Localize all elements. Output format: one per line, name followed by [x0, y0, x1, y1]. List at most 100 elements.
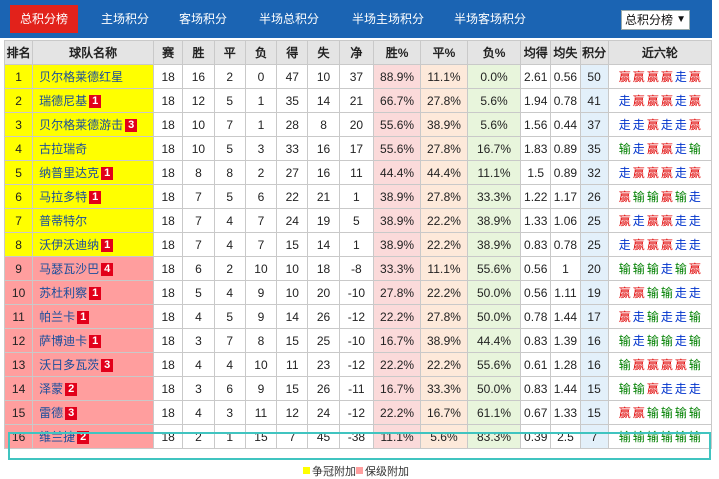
rank-cell: 11: [3, 304, 34, 329]
team-cell: 瑞德尼基 1: [32, 88, 155, 113]
team-name-link[interactable]: 纳普里达克: [39, 166, 100, 180]
recent-result: 赢: [660, 190, 673, 204]
recent-result: 赢: [646, 238, 659, 252]
recent-result: 赢: [632, 286, 645, 300]
recent-result: 赢: [646, 70, 659, 84]
recent-result: 输: [646, 310, 659, 324]
recent-result: 输: [660, 430, 673, 444]
avg-against-cell: 1.17: [550, 184, 581, 209]
recent-result: 输: [688, 358, 701, 372]
avg-for-cell: 1.33: [520, 208, 552, 233]
avg-for-cell: 1.56: [520, 112, 552, 137]
badge: 1: [101, 167, 114, 180]
rank-cell: 12: [3, 328, 34, 353]
loss-pct-cell: 11.1%: [466, 160, 522, 185]
goal-diff-cell: 1: [338, 184, 375, 209]
recent-result: 走: [618, 94, 631, 108]
draw-pct-cell: 38.9%: [420, 328, 468, 353]
recent-result: 赢: [618, 406, 631, 420]
win-pct-cell: 16.7%: [373, 328, 422, 353]
badge: 1: [89, 335, 102, 348]
goal-diff-cell: -10: [338, 280, 375, 305]
team-name-link[interactable]: 马瑟瓦沙巴: [39, 262, 100, 276]
team-name-link[interactable]: 帕兰卡: [39, 310, 76, 324]
recent-result: 输: [632, 262, 645, 276]
table-row: 6 马拉多特 1 18 7 5 6 22 21 1 38.9% 27.8% 33.3% 1.22 1.17 2…: [3, 184, 713, 209]
played-cell: 18: [153, 352, 184, 377]
recent-form-cell: 走赢赢赢走赢: [607, 160, 713, 185]
team-name-link[interactable]: 萨博迪卡: [39, 334, 88, 348]
team-name-link[interactable]: 苏杜利察: [39, 286, 88, 300]
recent-form-cell: 走赢赢赢走走: [607, 232, 713, 257]
recent-result: 输: [674, 430, 687, 444]
team-name-link[interactable]: 瑞德尼基: [39, 94, 88, 108]
tab-halftime-total[interactable]: 半场总积分: [258, 12, 319, 26]
tab-halftime-home[interactable]: 半场主场积分: [351, 12, 424, 26]
loss-pct-cell: 55.6%: [466, 256, 522, 281]
points-cell: 16: [579, 352, 609, 377]
losses-cell: 15: [244, 424, 278, 449]
team-name-link[interactable]: 雷德: [39, 406, 64, 420]
team-name-link[interactable]: 古拉瑞奇: [39, 142, 88, 156]
recent-result: 输: [618, 430, 631, 444]
col-header-win-pct: 胜%: [373, 40, 422, 65]
badge: 2: [65, 383, 78, 396]
col-header-recent-six: 近六轮: [607, 40, 713, 65]
team-name-link[interactable]: 沃伊沃迪纳: [39, 238, 100, 252]
draw-pct-cell: 22.2%: [420, 208, 468, 233]
loss-pct-cell: 0.0%: [466, 64, 522, 89]
tab-away-standings[interactable]: 客场积分: [178, 12, 227, 26]
standings-type-select[interactable]: 总积分榜 ▼: [621, 10, 690, 30]
team-name-link[interactable]: 维兰捷: [39, 430, 76, 444]
recent-result: 赢: [646, 142, 659, 156]
tab-total-standings[interactable]: 总积分榜: [10, 5, 78, 33]
loss-pct-cell: 38.9%: [466, 232, 522, 257]
col-header-goal-diff: 净: [338, 40, 375, 65]
recent-result: 赢: [688, 262, 701, 276]
recent-result: 走: [632, 142, 645, 156]
recent-result: 输: [646, 430, 659, 444]
team-name-link[interactable]: 普蒂特尔: [39, 214, 88, 228]
played-cell: 18: [153, 64, 184, 89]
goals-against-cell: 18: [307, 256, 340, 281]
recent-result: 输: [632, 430, 645, 444]
team-name-link[interactable]: 贝尔格莱德红星: [39, 70, 124, 84]
recent-result: 输: [646, 190, 659, 204]
recent-result: 走: [632, 214, 645, 228]
recent-result: 赢: [632, 238, 645, 252]
loss-pct-cell: 5.6%: [466, 88, 522, 113]
table-row: 16 维兰捷 2 18 2 1 15 7 45 -38 11.1% 5.6% 83.3% 0.39 2.5 7…: [3, 424, 713, 449]
table-row: 14 泽蒙 2 18 3 6 9 15 26 -11 16.7% 33.3% 50.0% 0.83 1.44…: [3, 376, 713, 401]
badge: 1: [89, 287, 102, 300]
recent-result: 输: [646, 262, 659, 276]
legend-swatch: [356, 467, 363, 474]
avg-for-cell: 0.56: [520, 280, 552, 305]
wins-cell: 6: [182, 256, 215, 281]
team-name-link[interactable]: 贝尔格莱德游击: [39, 118, 124, 132]
goal-diff-cell: 1: [338, 232, 375, 257]
recent-result: 输: [660, 334, 673, 348]
avg-against-cell: 1.33: [550, 400, 581, 425]
tab-home-standings[interactable]: 主场积分: [100, 12, 149, 26]
avg-for-cell: 0.61: [520, 352, 552, 377]
avg-against-cell: 0.56: [550, 64, 581, 89]
goals-against-cell: 10: [307, 64, 340, 89]
losses-cell: 6: [244, 184, 278, 209]
avg-against-cell: 0.89: [550, 160, 581, 185]
recent-result: 赢: [618, 310, 631, 324]
recent-result: 输: [674, 190, 687, 204]
team-name-link[interactable]: 沃日多瓦茨: [39, 358, 100, 372]
team-name-link[interactable]: 马拉多特: [39, 190, 88, 204]
team-cell: 贝尔格莱德游击 3: [32, 112, 155, 137]
loss-pct-cell: 61.1%: [466, 400, 522, 425]
win-pct-cell: 66.7%: [373, 88, 422, 113]
team-name-link[interactable]: 泽蒙: [39, 382, 64, 396]
recent-result: 走: [674, 286, 687, 300]
wins-cell: 7: [182, 184, 215, 209]
tab-halftime-away[interactable]: 半场客场积分: [453, 12, 526, 26]
recent-result: 赢: [646, 166, 659, 180]
losses-cell: 10: [244, 352, 278, 377]
wins-cell: 10: [182, 112, 215, 137]
avg-against-cell: 1.06: [550, 208, 581, 233]
draws-cell: 4: [213, 232, 246, 257]
